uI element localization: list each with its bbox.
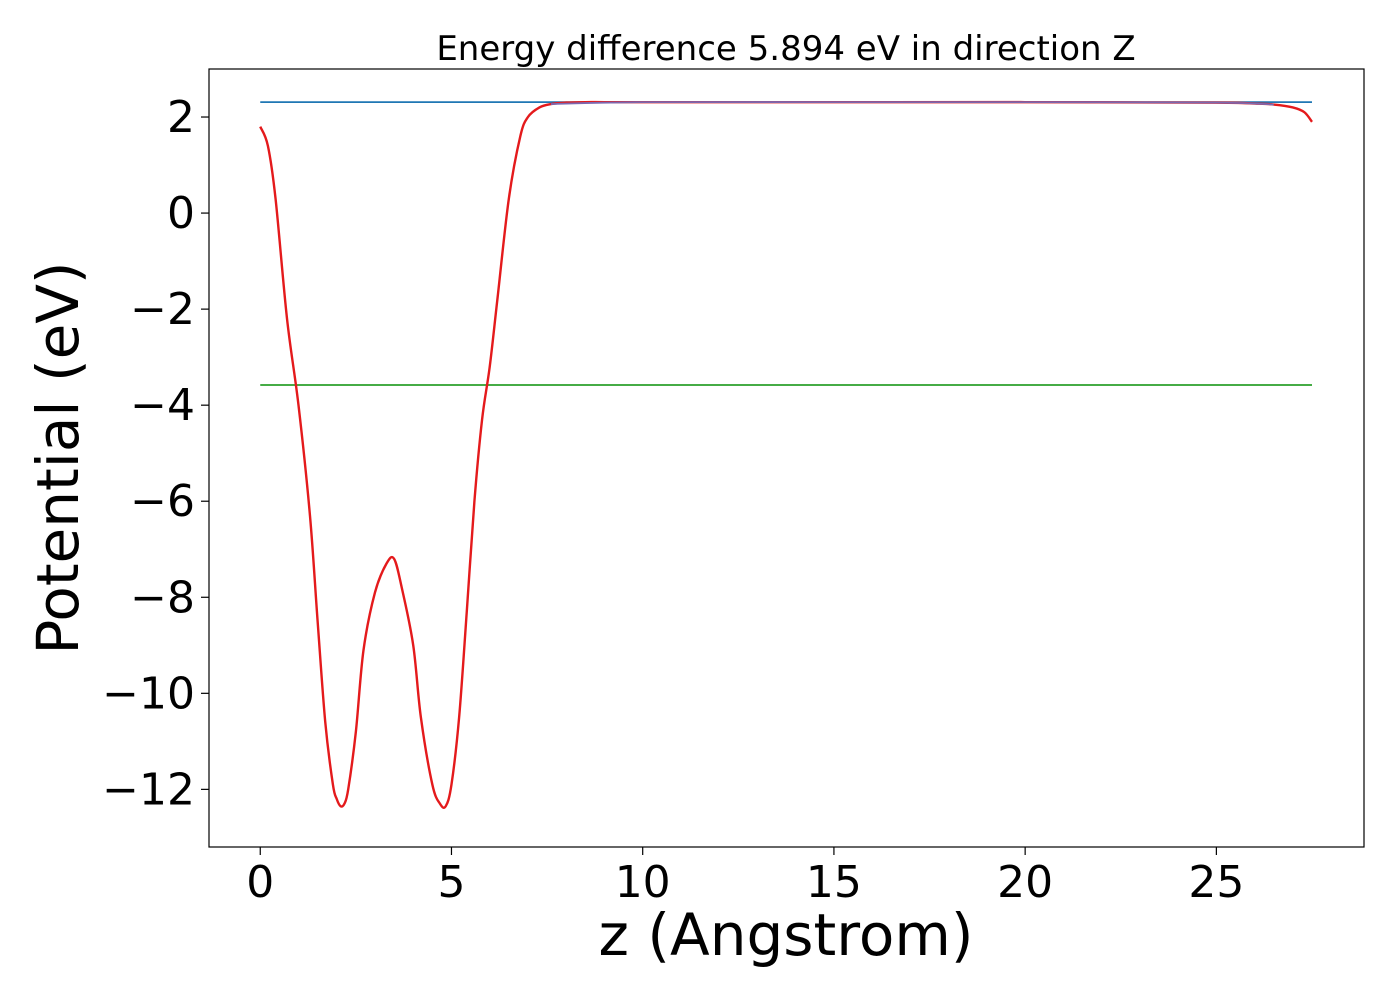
potential-curve xyxy=(259,100,1313,809)
y-tick-label: −10 xyxy=(102,668,195,719)
chart-title: Energy difference 5.894 eV in direction … xyxy=(436,29,1135,69)
x-tick-label: 0 xyxy=(246,857,274,908)
x-tick-label: 20 xyxy=(997,857,1053,908)
y-tick-label: 0 xyxy=(167,188,195,239)
y-tick-label: −4 xyxy=(130,380,195,431)
y-tick-label: −12 xyxy=(102,764,195,815)
x-tick-label: 15 xyxy=(806,857,862,908)
y-tick-label: −8 xyxy=(130,572,195,623)
series-layer xyxy=(259,100,1313,809)
x-tick-label: 25 xyxy=(1188,857,1244,908)
x-axis-label: z (Angstrom) xyxy=(599,901,974,969)
x-tick-label: 5 xyxy=(437,857,465,908)
x-tick-label: 10 xyxy=(615,857,671,908)
plot-frame xyxy=(208,68,1365,848)
y-axis-label: Potential (eV) xyxy=(24,261,92,654)
y-tick-label: 2 xyxy=(167,92,195,143)
y-tick-label: −6 xyxy=(130,476,195,527)
y-tick-label: −2 xyxy=(130,284,195,335)
potential-overlap-curve xyxy=(550,101,1274,106)
